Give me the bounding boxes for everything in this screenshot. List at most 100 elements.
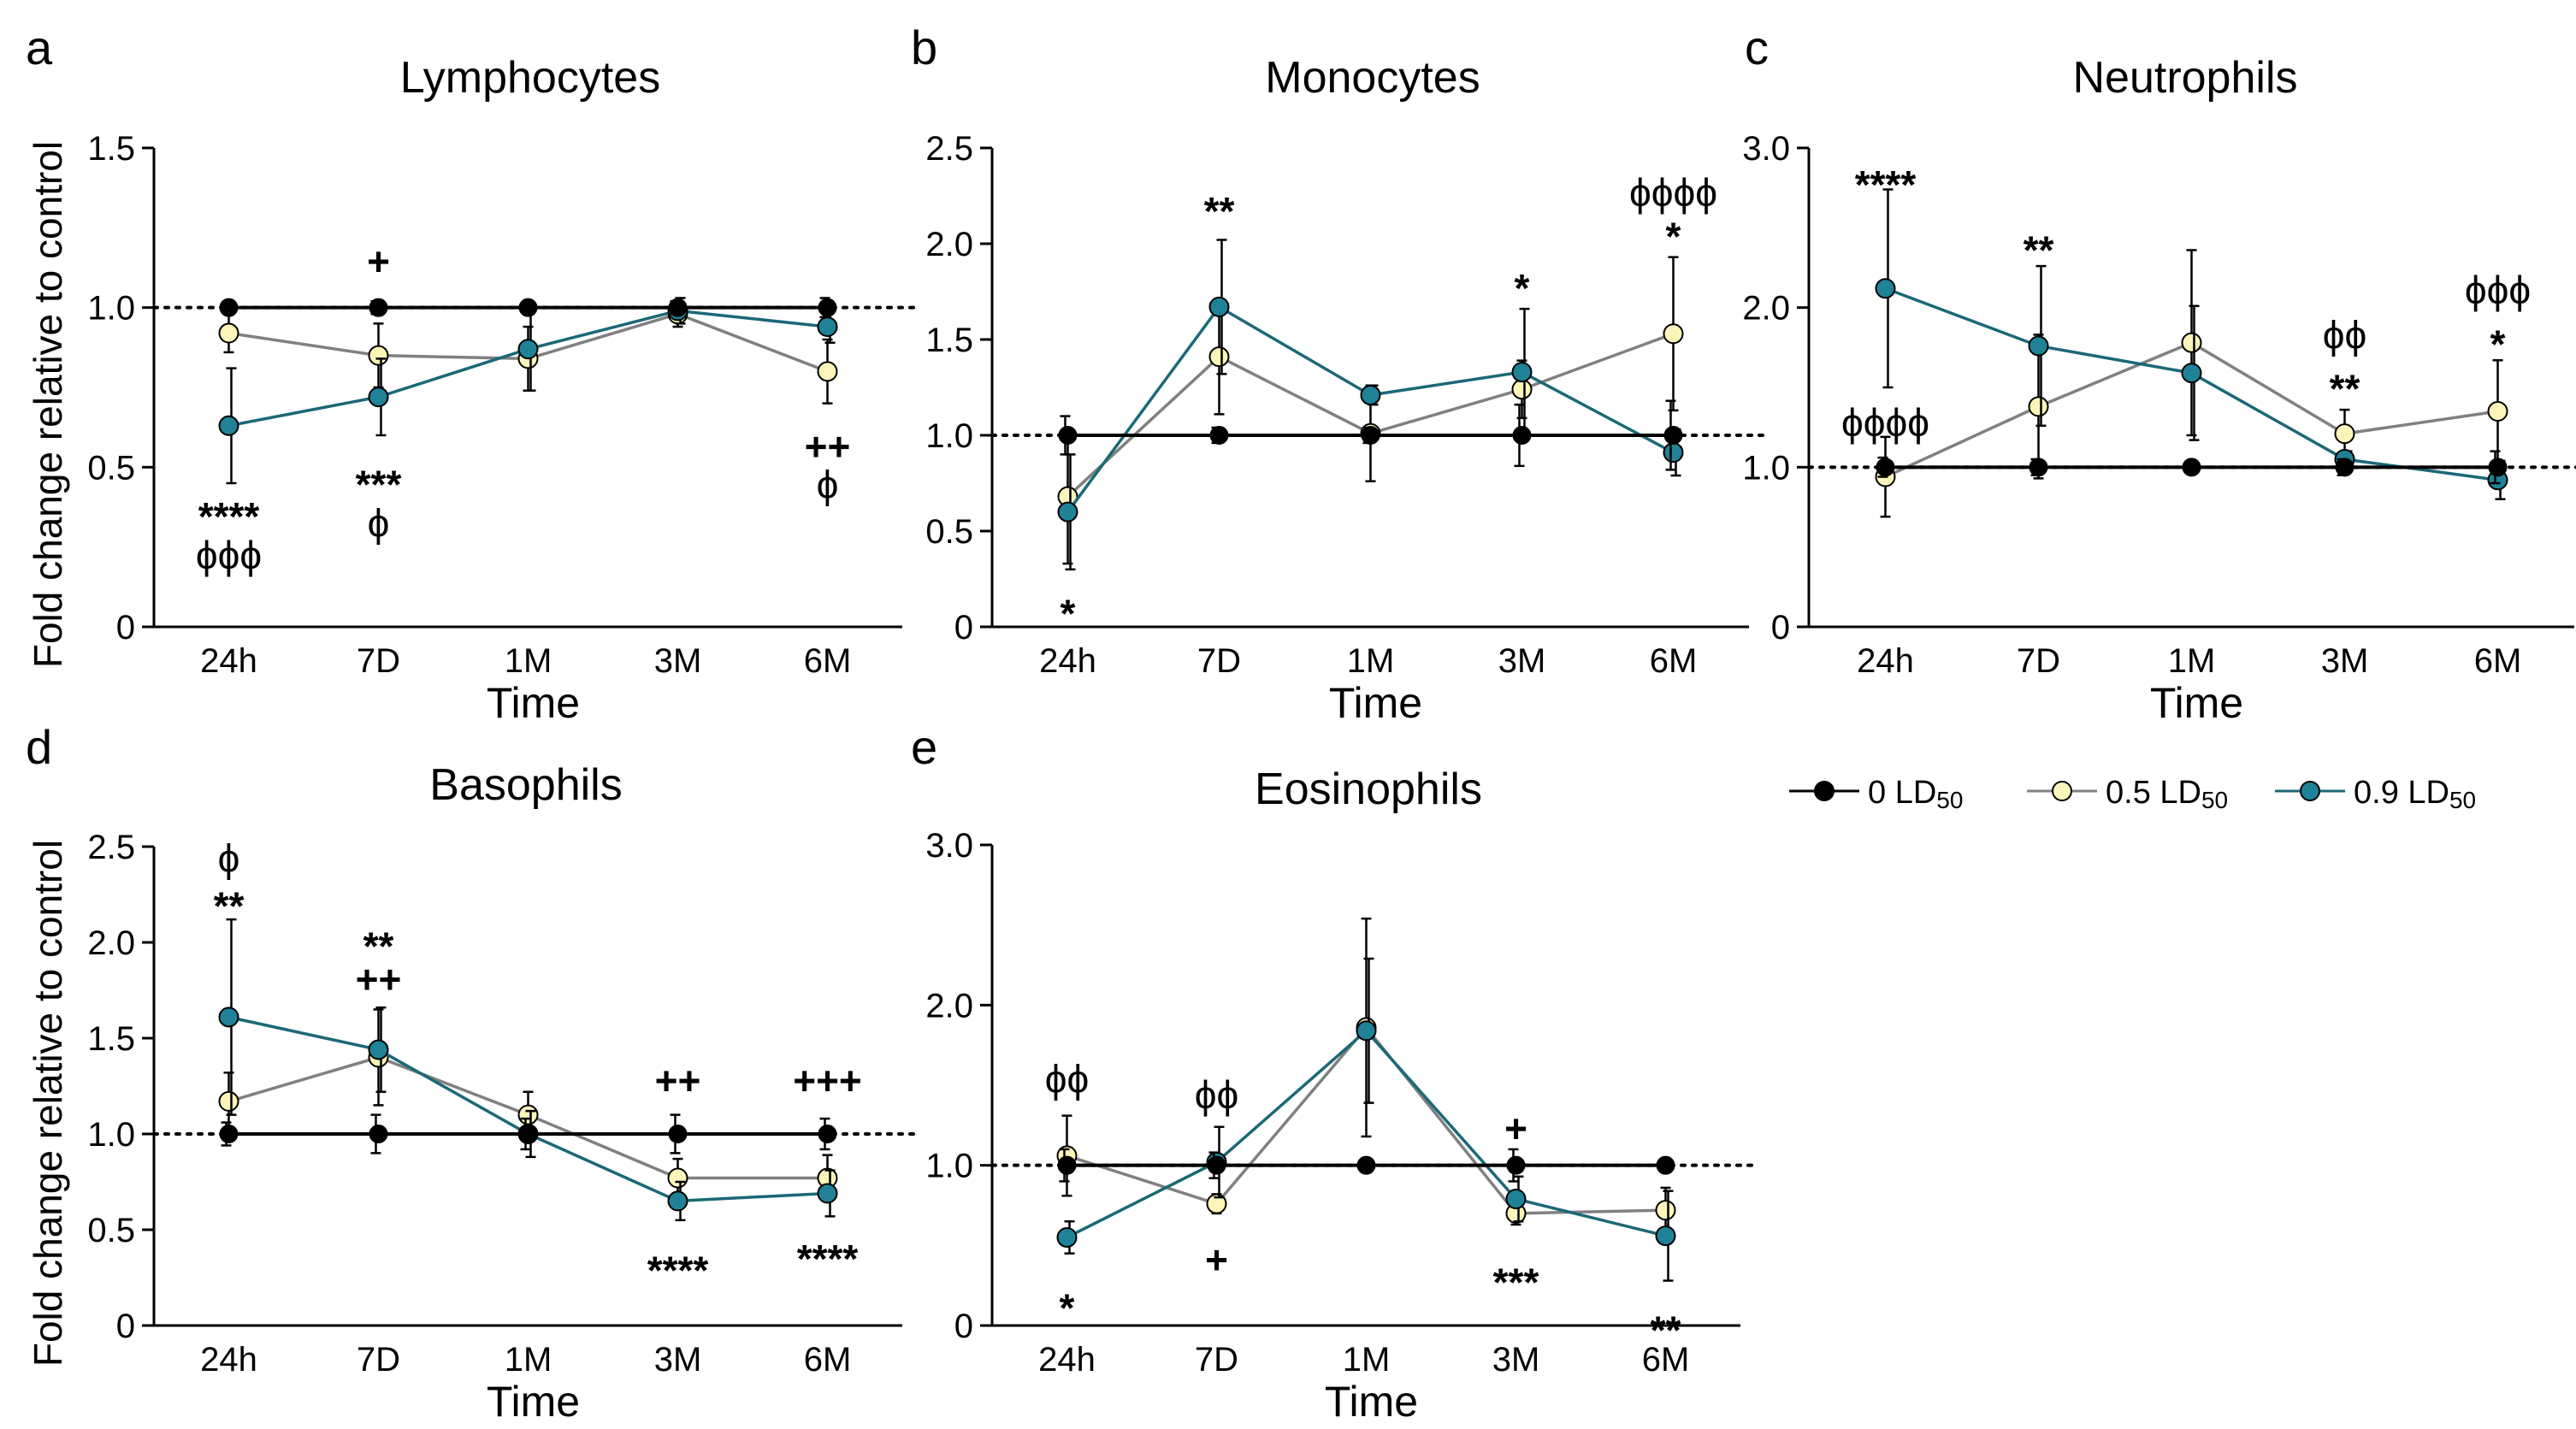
panel-b: b Monocytes 0 0.5 1.0 1.5 2.0 2.5 24h 7D 1M 3M 6M Tim… bbox=[911, 21, 1768, 727]
x-tick-label: 6M bbox=[1650, 642, 1698, 680]
legend-label-subscript: 50 bbox=[1936, 787, 1963, 813]
legend-entry-s0: 0 LD50 bbox=[1789, 775, 1963, 813]
y-tick-label: 0 bbox=[116, 609, 135, 647]
significance-annotation: ++ bbox=[356, 957, 402, 1001]
series-s1 bbox=[1057, 256, 1684, 565]
legend-label-subscript: 50 bbox=[2449, 787, 2476, 813]
x-tick-label: 7D bbox=[357, 642, 400, 680]
data-point bbox=[1360, 384, 1381, 405]
chart-title: Neutrophils bbox=[2072, 53, 2297, 103]
significance-annotation: ** bbox=[1651, 1308, 1681, 1352]
legend-label: 0 LD50 bbox=[1868, 775, 1963, 813]
data-point bbox=[369, 298, 388, 317]
data-point bbox=[2488, 458, 2508, 477]
series-s0 bbox=[219, 297, 837, 319]
y-tick-label: 2.0 bbox=[1742, 290, 1790, 328]
legend-entry-s1: 0.5 LD50 bbox=[2027, 775, 2228, 813]
chart-title: Basophils bbox=[429, 760, 622, 810]
data-point bbox=[817, 361, 838, 382]
series-s0 bbox=[1876, 450, 2508, 485]
series-s2 bbox=[1057, 239, 1684, 571]
y-tick-label: 1.0 bbox=[1742, 449, 1790, 487]
data-point bbox=[817, 1183, 838, 1204]
significance-annotation: ϕϕϕ bbox=[2465, 268, 2531, 312]
significance-annotation: **** bbox=[797, 1237, 859, 1281]
x-tick-label: 6M bbox=[2474, 642, 2522, 680]
data-point bbox=[818, 1125, 837, 1143]
significance-annotation: ++ bbox=[805, 424, 851, 469]
x-tick-label: 24h bbox=[1039, 642, 1096, 680]
data-point bbox=[518, 298, 538, 317]
significance-annotation: ϕϕ bbox=[1045, 1056, 1090, 1101]
significance-annotation: ** bbox=[363, 924, 394, 969]
significance-annotation: * bbox=[1515, 266, 1530, 310]
x-tick-label: 3M bbox=[1498, 642, 1546, 680]
data-point bbox=[1361, 426, 1380, 445]
panel-letter: a bbox=[26, 21, 53, 74]
data-point bbox=[1356, 1020, 1377, 1042]
data-point bbox=[2334, 423, 2355, 445]
data-point bbox=[369, 1125, 388, 1143]
panel-e: e Eosinophils 0 1.0 2.0 3.0 24h 7D 1M 3M 6M Time ϕϕ *… bbox=[911, 720, 1759, 1426]
series-s0 bbox=[1057, 1148, 1675, 1183]
significance-annotation: * bbox=[1060, 1285, 1075, 1330]
series-s0 bbox=[219, 1113, 837, 1154]
x-tick-label: 3M bbox=[654, 642, 702, 680]
data-point bbox=[219, 298, 239, 317]
data-point bbox=[668, 298, 688, 317]
data-point bbox=[2335, 458, 2354, 477]
x-tick-label: 3M bbox=[2321, 642, 2369, 680]
panel-a: a Lymphocytes 0 0.5 1.0 1.5 24h 7D 1M 3M 6M Time Fol… bbox=[26, 21, 921, 727]
data-point bbox=[667, 1190, 688, 1212]
significance-annotation: ϕ bbox=[368, 501, 390, 546]
chart-title: Lymphocytes bbox=[400, 53, 660, 103]
x-tick-label: 1M bbox=[505, 1341, 552, 1379]
significance-annotation: + bbox=[367, 239, 390, 283]
x-tick-label: 1M bbox=[2168, 642, 2216, 680]
data-point bbox=[2182, 458, 2201, 477]
legend-marker bbox=[1814, 781, 1835, 801]
y-axis-label: Fold change relative to control bbox=[26, 840, 70, 1367]
y-tick-label: 1.0 bbox=[925, 417, 973, 455]
data-point bbox=[218, 1007, 239, 1028]
data-point bbox=[368, 387, 389, 408]
legend-label-base: 0 LD bbox=[1868, 775, 1936, 811]
data-point bbox=[1206, 1193, 1227, 1214]
x-tick-label: 1M bbox=[505, 642, 552, 680]
y-tick-label: 2.5 bbox=[925, 130, 973, 168]
significance-annotation: ϕϕϕϕ bbox=[1841, 400, 1929, 445]
panel-letter: c bbox=[1745, 21, 1769, 74]
data-point bbox=[2029, 458, 2048, 477]
data-point bbox=[817, 316, 838, 338]
data-point bbox=[518, 1125, 538, 1143]
significance-annotation: ϕϕ bbox=[1195, 1072, 1239, 1117]
y-tick-label: 0 bbox=[954, 609, 973, 647]
chart-title: Eosinophils bbox=[1255, 765, 1482, 814]
legend-label: 0.5 LD50 bbox=[2106, 775, 2228, 813]
significance-annotation: * bbox=[1061, 592, 1076, 636]
data-point bbox=[218, 322, 239, 344]
data-point bbox=[517, 1104, 539, 1125]
significance-annotation: ++ bbox=[655, 1059, 701, 1103]
x-axis-label: Time bbox=[2150, 679, 2243, 727]
x-tick-label: 7D bbox=[357, 1341, 400, 1379]
panel-letter: b bbox=[911, 21, 937, 74]
significance-annotation: + bbox=[1504, 1106, 1527, 1150]
x-axis-label: Time bbox=[1325, 1378, 1418, 1426]
y-axis-label: Fold change relative to control bbox=[26, 141, 70, 668]
significance-annotation: ϕϕϕ bbox=[196, 533, 262, 577]
y-tick-label: 0.5 bbox=[925, 513, 973, 551]
data-point bbox=[1663, 442, 1684, 464]
significance-annotation: *** bbox=[356, 463, 402, 507]
y-tick-label: 1.0 bbox=[925, 1148, 973, 1185]
y-tick-label: 1.5 bbox=[87, 1020, 135, 1058]
y-tick-label: 2.0 bbox=[925, 987, 973, 1025]
data-point bbox=[667, 1167, 688, 1189]
data-point bbox=[1356, 1155, 1376, 1175]
data-point bbox=[517, 339, 539, 360]
series-s1 bbox=[1056, 917, 1676, 1234]
x-tick-label: 3M bbox=[654, 1341, 702, 1379]
data-point bbox=[368, 1039, 389, 1060]
data-point bbox=[1056, 1226, 1078, 1248]
